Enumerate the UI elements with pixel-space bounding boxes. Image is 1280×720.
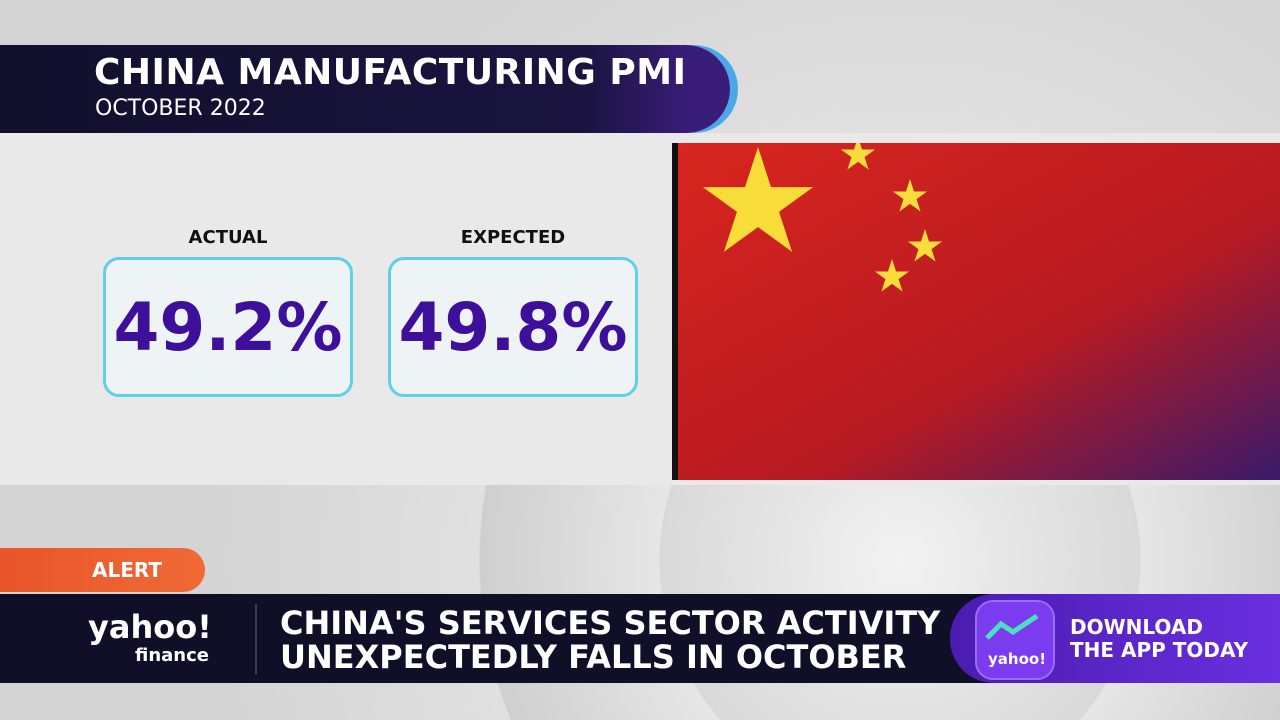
alert-tag: ALERT	[0, 548, 205, 592]
app-icon	[975, 600, 1055, 680]
stat-label: ACTUAL	[188, 227, 268, 248]
subtitle: OCTOBER 2022	[95, 96, 266, 121]
flag	[672, 143, 1280, 480]
promo-line: THE APP TODAY	[1070, 638, 1249, 662]
promo-line: DOWNLOAD	[1070, 615, 1203, 639]
title: CHINA MANUFACTURING PMI	[94, 52, 687, 93]
app-icon-text: yahoo!	[988, 650, 1047, 668]
logo-product: finance	[135, 645, 209, 666]
stat-value: 49.2%	[103, 257, 353, 397]
headline: CHINA'S SERVICES SECTOR ACTIVITY	[280, 604, 941, 642]
app-icon-graph	[985, 613, 1039, 640]
logo-brand: yahoo!	[88, 608, 212, 646]
title-bar	[0, 45, 730, 133]
stat-label: EXPECTED	[460, 227, 566, 248]
headline: UNEXPECTEDLY FALLS IN OCTOBER	[280, 638, 907, 676]
divider	[255, 604, 257, 674]
stat-value: 49.8%	[388, 257, 638, 397]
